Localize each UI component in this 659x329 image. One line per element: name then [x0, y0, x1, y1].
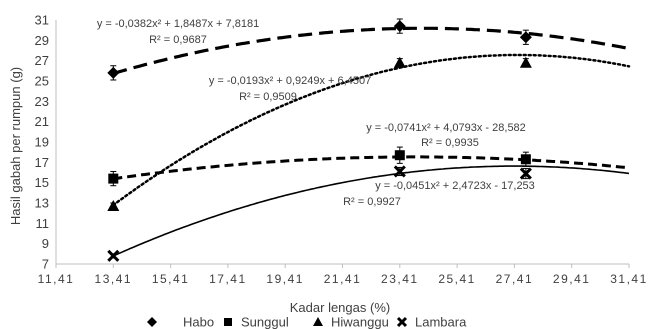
legend-item-sunggul: Sunggul: [224, 315, 289, 329]
x-tick-label: 29,41: [553, 272, 591, 286]
data-point-lambara: [393, 165, 406, 178]
legend-label: Lambara: [415, 315, 467, 329]
x-tick-label: 19,41: [266, 272, 304, 286]
r-squared-hiwanggu: R² = 0,9935: [421, 137, 479, 149]
fit-curve-lambara: [112, 165, 630, 257]
equation-hiwanggu: y = -0,0741x² + 4,0793x - 28,582: [366, 122, 526, 134]
x-tick-label: 17,41: [209, 272, 247, 286]
y-tick-label: 27: [35, 53, 49, 68]
legend: Habo Sunggul Hiwanggu Lambara: [147, 315, 467, 329]
data-point-habo: [107, 65, 120, 81]
x-tick-label: 27,41: [496, 272, 534, 286]
y-tick-label: 21: [35, 114, 49, 129]
x-tick-label: 13,41: [95, 272, 133, 286]
y-tick-label: 13: [35, 196, 49, 211]
data-points: [107, 18, 532, 262]
x-tick-label: 15,41: [152, 272, 190, 286]
equation-annotations: y = -0,0382x² + 1,8487x + 7,8181 R² = 0,9…: [97, 18, 535, 208]
y-tick-label: 31: [35, 13, 49, 28]
y-tick-label: 9: [42, 236, 49, 251]
r-squared-habo: R² = 0,9687: [149, 34, 207, 46]
y-tick-label: 7: [42, 257, 49, 272]
data-point-habo: [393, 18, 406, 34]
legend-label: Hiwanggu: [331, 315, 389, 329]
equation-habo: y = -0,0382x² + 1,8487x + 7,8181: [97, 18, 259, 30]
equation-lambara: y = -0,0451x² + 2,4723x - 17,253: [375, 180, 535, 192]
legend-label: Sunggul: [241, 315, 289, 329]
data-point-hiwanggu: [107, 200, 120, 212]
axes: 11,41 13,41 15,41 17,41 19,41 21,41 23,41 25,41…: [35, 13, 648, 287]
x-tick-label: 23,41: [381, 272, 419, 286]
y-tick-label: 17: [35, 155, 49, 170]
legend-item-habo: Habo: [147, 315, 214, 329]
y-tick-label: 29: [35, 33, 49, 48]
legend-item-lambara: Lambara: [396, 315, 467, 329]
data-point-sunggul: [394, 146, 405, 164]
data-point-hiwanggu: [393, 56, 406, 68]
data-point-sunggul: [520, 151, 531, 167]
y-tick-label: 15: [35, 175, 49, 190]
equation-sunggul: y = -0,0193x² + 0,9249x + 6,4507: [209, 75, 371, 87]
fit-curves: [112, 26, 631, 257]
legend-label: Habo: [183, 315, 214, 329]
legend-item-hiwanggu: Hiwanggu: [313, 315, 389, 329]
fit-curve-habo: [112, 26, 630, 76]
data-point-hiwanggu: [519, 56, 532, 68]
y-tick-label: 19: [35, 135, 49, 150]
r-squared-sunggul: R² = 0,9509: [239, 91, 297, 103]
x-tick-label: 21,41: [324, 272, 362, 286]
data-point-sunggul: [108, 170, 119, 187]
fit-curve-sunggul: [113, 155, 630, 181]
r-squared-lambara: R² = 0,9927: [343, 196, 401, 208]
y-tick-label: 25: [35, 74, 49, 89]
data-point-lambara: [519, 167, 532, 180]
y-axis-label: Hasil gabah per rumpun (g): [8, 67, 23, 225]
x-axis-label: Kadar lengas (%): [290, 300, 390, 315]
data-point-lambara: [107, 249, 120, 262]
y-tick-label: 23: [35, 94, 49, 109]
y-tick-label: 11: [36, 216, 50, 231]
x-tick-label: 25,41: [438, 272, 476, 286]
x-tick-label: 31,41: [610, 272, 648, 286]
fit-curve-hiwanggu: [112, 53, 631, 207]
x-tick-label: 11,41: [38, 272, 75, 286]
data-point-habo: [519, 29, 532, 45]
